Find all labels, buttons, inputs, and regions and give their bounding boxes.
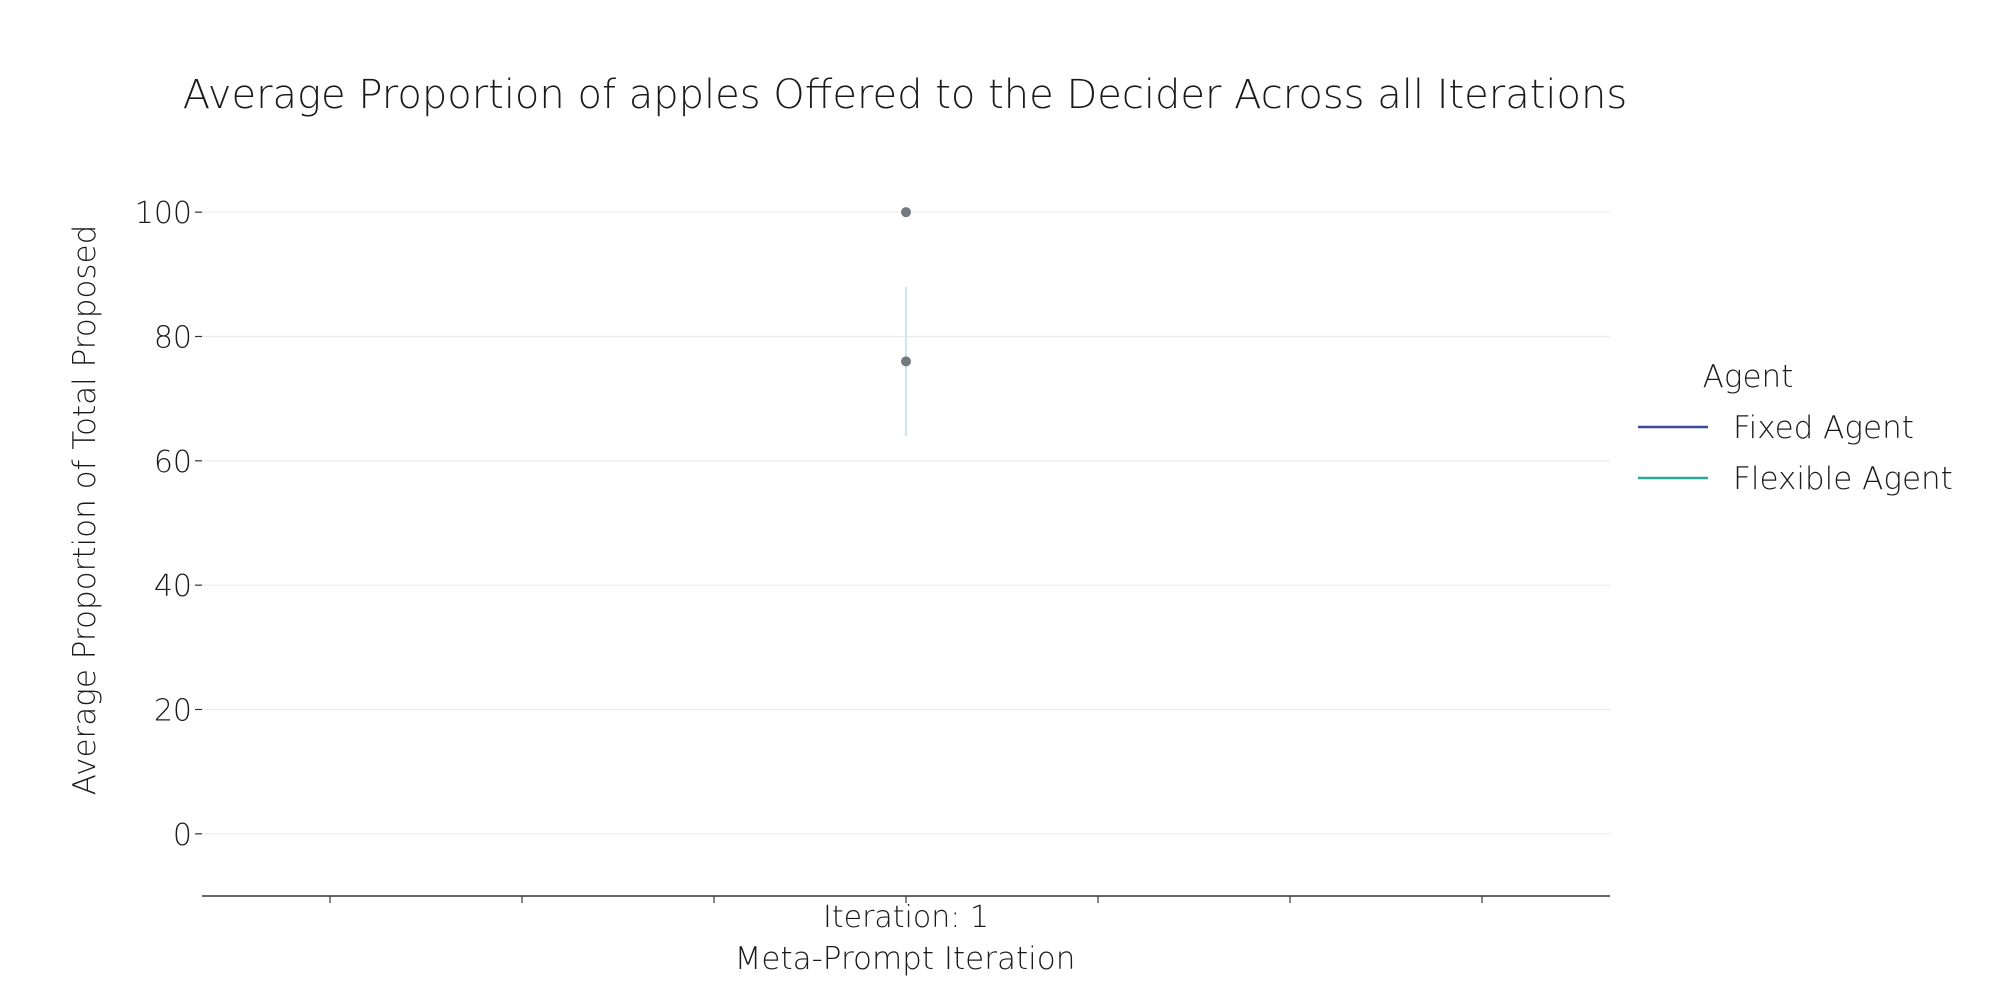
legend-label: Fixed Agent xyxy=(1733,410,1914,446)
data-point xyxy=(901,356,911,367)
axes: 0 20 40 60 80 100 Iteration: 1 xyxy=(135,196,1610,935)
y-tick-label: 40 xyxy=(154,569,192,604)
y-tick-label: 60 xyxy=(154,445,192,480)
y-tick-label: 20 xyxy=(154,694,192,729)
x-tick-label: Iteration: 1 xyxy=(823,900,989,935)
x-axis-label: Meta-Prompt Iteration xyxy=(735,941,1076,977)
y-axis-label: Average Proportion of Total Proposed xyxy=(67,225,103,796)
y-tick-label: 100 xyxy=(135,196,192,231)
data-point xyxy=(901,207,911,218)
y-tick-label: 0 xyxy=(173,818,192,853)
chart-title: Average Proportion of apples Offered to … xyxy=(183,72,1627,118)
legend: Agent Fixed Agent Flexible Agent xyxy=(1638,359,1953,497)
data-marks xyxy=(901,207,911,436)
legend-title: Agent xyxy=(1703,359,1794,395)
legend-label: Flexible Agent xyxy=(1733,461,1953,497)
y-tick-label: 80 xyxy=(154,321,192,356)
